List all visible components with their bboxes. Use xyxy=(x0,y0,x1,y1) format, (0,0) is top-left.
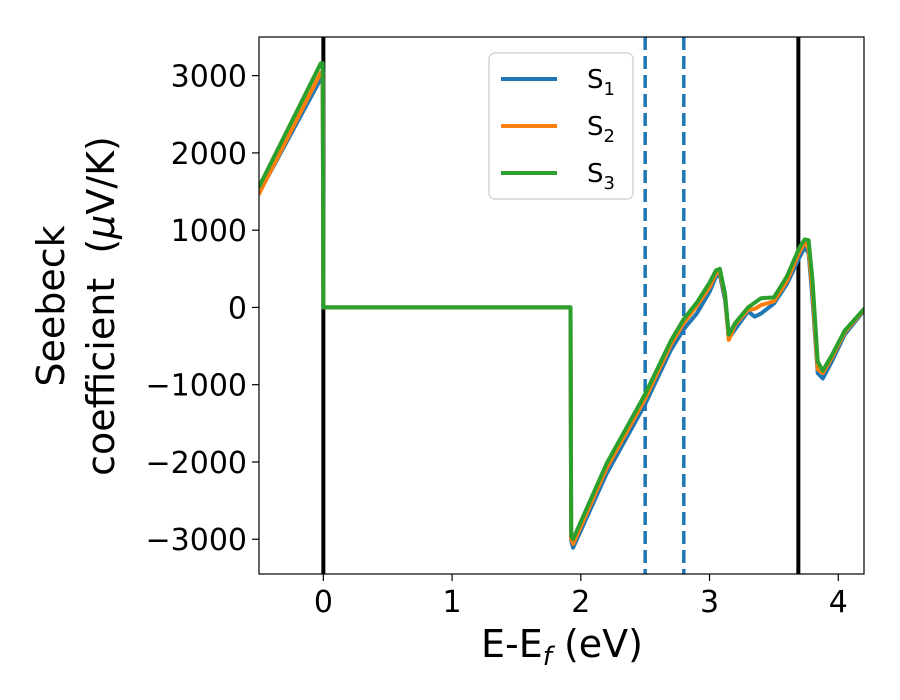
legend-label-s1: S1 xyxy=(587,65,615,100)
series-line-s3 xyxy=(259,61,864,542)
y-tick-label-5: −2000 xyxy=(146,446,247,481)
y-ticks-group: 3000 2000 1000 0 −1000 −2000 −3000 xyxy=(146,60,259,558)
y-axis-title-line1: Seebeck xyxy=(29,225,73,386)
axes-group xyxy=(258,36,865,575)
x-tick-label-0: 0 xyxy=(314,585,333,620)
legend-label-s3: S3 xyxy=(587,159,615,194)
x-axis-title-base: E-E xyxy=(481,622,543,666)
y-tick-label-3: 0 xyxy=(228,291,247,326)
y-axis-title: Seebeck coefficient (μV/K) xyxy=(29,136,123,476)
x-tick-label-2: 2 xyxy=(571,585,590,620)
legend-label-s2: S2 xyxy=(587,112,615,147)
x-axis-title: E-Ef (eV) xyxy=(481,622,643,672)
y-axis-title-mu: μ xyxy=(79,215,123,240)
series-group xyxy=(259,61,864,550)
y-tick-label-0: 3000 xyxy=(171,60,247,95)
y-axis-title-post: V/K) xyxy=(79,136,123,215)
y-axis-title-line2: coefficient (μV/K) xyxy=(79,136,123,476)
x-axis-title-tail: (eV) xyxy=(552,622,643,666)
y-tick-label-1: 2000 xyxy=(171,137,247,172)
x-tick-label-1: 1 xyxy=(443,585,462,620)
x-tick-label-4: 4 xyxy=(829,585,848,620)
legend-box xyxy=(488,52,634,200)
legend: S1 S2 S3 xyxy=(488,52,634,200)
x-ticks-group: 0 1 2 3 4 xyxy=(314,574,848,620)
y-tick-label-4: −1000 xyxy=(146,369,247,404)
y-tick-label-6: −3000 xyxy=(146,523,247,558)
y-tick-label-2: 1000 xyxy=(171,214,247,249)
y-axis-title-pre: coefficient ( xyxy=(79,239,123,476)
x-tick-label-3: 3 xyxy=(700,585,719,620)
plot-frame xyxy=(258,36,865,575)
